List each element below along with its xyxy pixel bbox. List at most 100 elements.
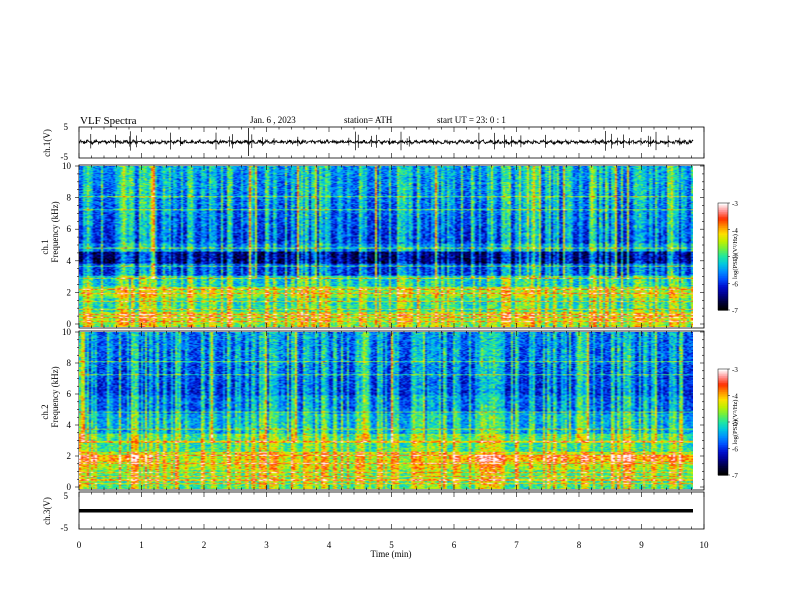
colorbar-segment	[718, 416, 728, 420]
frequency-tick-label: 6	[67, 224, 72, 234]
colorbar-segment	[718, 247, 728, 250]
ch1-colorbar: -3 -4 -5 -6 -7 log(PSD)(V²/Hz)	[717, 200, 739, 315]
colorbar-segment	[718, 413, 728, 416]
ch1-waveform-spikes	[90, 128, 685, 156]
frequency-tick-label: 0	[67, 482, 72, 492]
colorbar-segment	[718, 425, 728, 428]
colorbar-segment	[718, 219, 728, 222]
colorbar-segment	[718, 393, 728, 397]
ch1-spectrogram-xticks	[78, 165, 705, 328]
colorbar-segment	[718, 457, 728, 460]
colorbar-segment	[718, 379, 728, 382]
colorbar-segment	[718, 283, 728, 286]
colorbar-segment	[718, 229, 728, 233]
colorbar-tick-label: -7	[732, 472, 738, 480]
colorbar-segment	[718, 469, 728, 473]
colorbar-segment	[718, 423, 728, 427]
colorbar-segment	[718, 249, 728, 252]
ch1-spectrogram-yticks: 0 2 4 6 8 10	[62, 161, 704, 329]
colorbar-segment	[718, 274, 728, 277]
colorbar-segment	[718, 236, 728, 240]
colorbar-segment	[718, 374, 728, 377]
colorbar-segment	[718, 285, 728, 288]
colorbar-segment	[718, 306, 728, 309]
colorbar-segment	[718, 406, 728, 409]
colorbar-segment	[718, 429, 728, 432]
colorbar-segment	[718, 231, 728, 234]
colorbar-segment	[718, 404, 728, 407]
ch1-spectrogram-ylabel-channel: ch.1	[40, 239, 50, 254]
colorbar-segment	[718, 397, 728, 400]
colorbar-segment	[718, 432, 728, 435]
colorbar-segment	[718, 395, 728, 398]
colorbar-segment	[718, 254, 728, 258]
colorbar-segment	[718, 227, 728, 231]
colorbar-segment	[718, 244, 728, 247]
colorbar-segment	[718, 453, 728, 457]
colorbar-segment	[718, 204, 728, 208]
colorbar-segment	[718, 388, 728, 391]
colorbar-segment	[718, 258, 728, 261]
colorbar-segment	[718, 238, 728, 242]
colorbar-segment	[718, 245, 728, 249]
colorbar-segment	[718, 430, 728, 434]
time-tick-label: 6	[452, 540, 457, 550]
colorbar-segment	[718, 409, 728, 412]
colorbar-segment	[718, 467, 728, 471]
colorbar-segment	[718, 462, 728, 465]
colorbar-segment	[718, 439, 728, 443]
colorbar-segment	[718, 276, 728, 279]
colorbar-segment	[718, 459, 728, 462]
colorbar-segment	[718, 208, 728, 211]
colorbar-segment	[718, 268, 728, 272]
date-label: Jan. 6 , 2023	[250, 115, 296, 125]
time-axis-tick-labels: 0 1 2 3 4 5 6 7 8 9 10	[77, 540, 709, 550]
colorbar-segment	[718, 455, 728, 458]
colorbar-segment	[718, 377, 728, 381]
colorbar-segment	[718, 226, 728, 229]
time-tick-label: 7	[514, 540, 519, 550]
colorbar-segment	[718, 414, 728, 418]
colorbar-segment	[718, 210, 728, 213]
colorbar-segment	[718, 473, 728, 476]
ch2-spectrogram-image	[79, 332, 693, 489]
frequency-tick-label: 8	[67, 193, 72, 203]
colorbar-segment	[718, 286, 728, 290]
colorbar-segment	[718, 265, 728, 268]
colorbar-segment	[718, 444, 728, 448]
colorbar-segment	[718, 272, 728, 275]
colorbar-segment	[718, 370, 728, 374]
colorbar-tick-label: -7	[732, 307, 738, 315]
colorbar-segment	[718, 222, 728, 225]
colorbar-segment	[718, 270, 728, 274]
frequency-tick-label: 4	[67, 420, 72, 430]
colorbar-tick-label: -6	[732, 446, 738, 454]
colorbar-segment	[718, 263, 728, 267]
figure-title: VLF Spectra	[80, 115, 137, 127]
ch3-ytick-bottom: -5	[61, 523, 69, 533]
colorbar-segment	[718, 466, 728, 469]
time-tick-label: 9	[639, 540, 644, 550]
colorbar-segment	[718, 450, 728, 453]
colorbar-segment	[718, 411, 728, 414]
frequency-tick-label: 4	[67, 256, 72, 266]
colorbar-segment	[718, 261, 728, 265]
ch1-ytick-top: 5	[64, 122, 69, 132]
colorbar-segment	[718, 390, 728, 393]
colorbar-segment	[718, 203, 728, 206]
colorbar-segment	[718, 381, 728, 384]
ch3-waveform-line	[79, 509, 693, 513]
colorbar-segment	[718, 407, 728, 411]
colorbar-tick-label: -3	[732, 200, 738, 208]
ch2-spectrogram-ylabel-frequency: Frequency (kHz)	[50, 366, 60, 427]
colorbar-segment	[718, 420, 728, 423]
colorbar-segment	[718, 213, 728, 217]
frequency-tick-label: 10	[62, 161, 72, 171]
time-tick-label: 0	[77, 540, 82, 550]
frequency-tick-label: 0	[67, 319, 72, 329]
colorbar-segment	[718, 206, 728, 209]
colorbar-segment	[718, 464, 728, 467]
colorbar-segment	[718, 441, 728, 444]
colorbar-segment	[718, 281, 728, 284]
